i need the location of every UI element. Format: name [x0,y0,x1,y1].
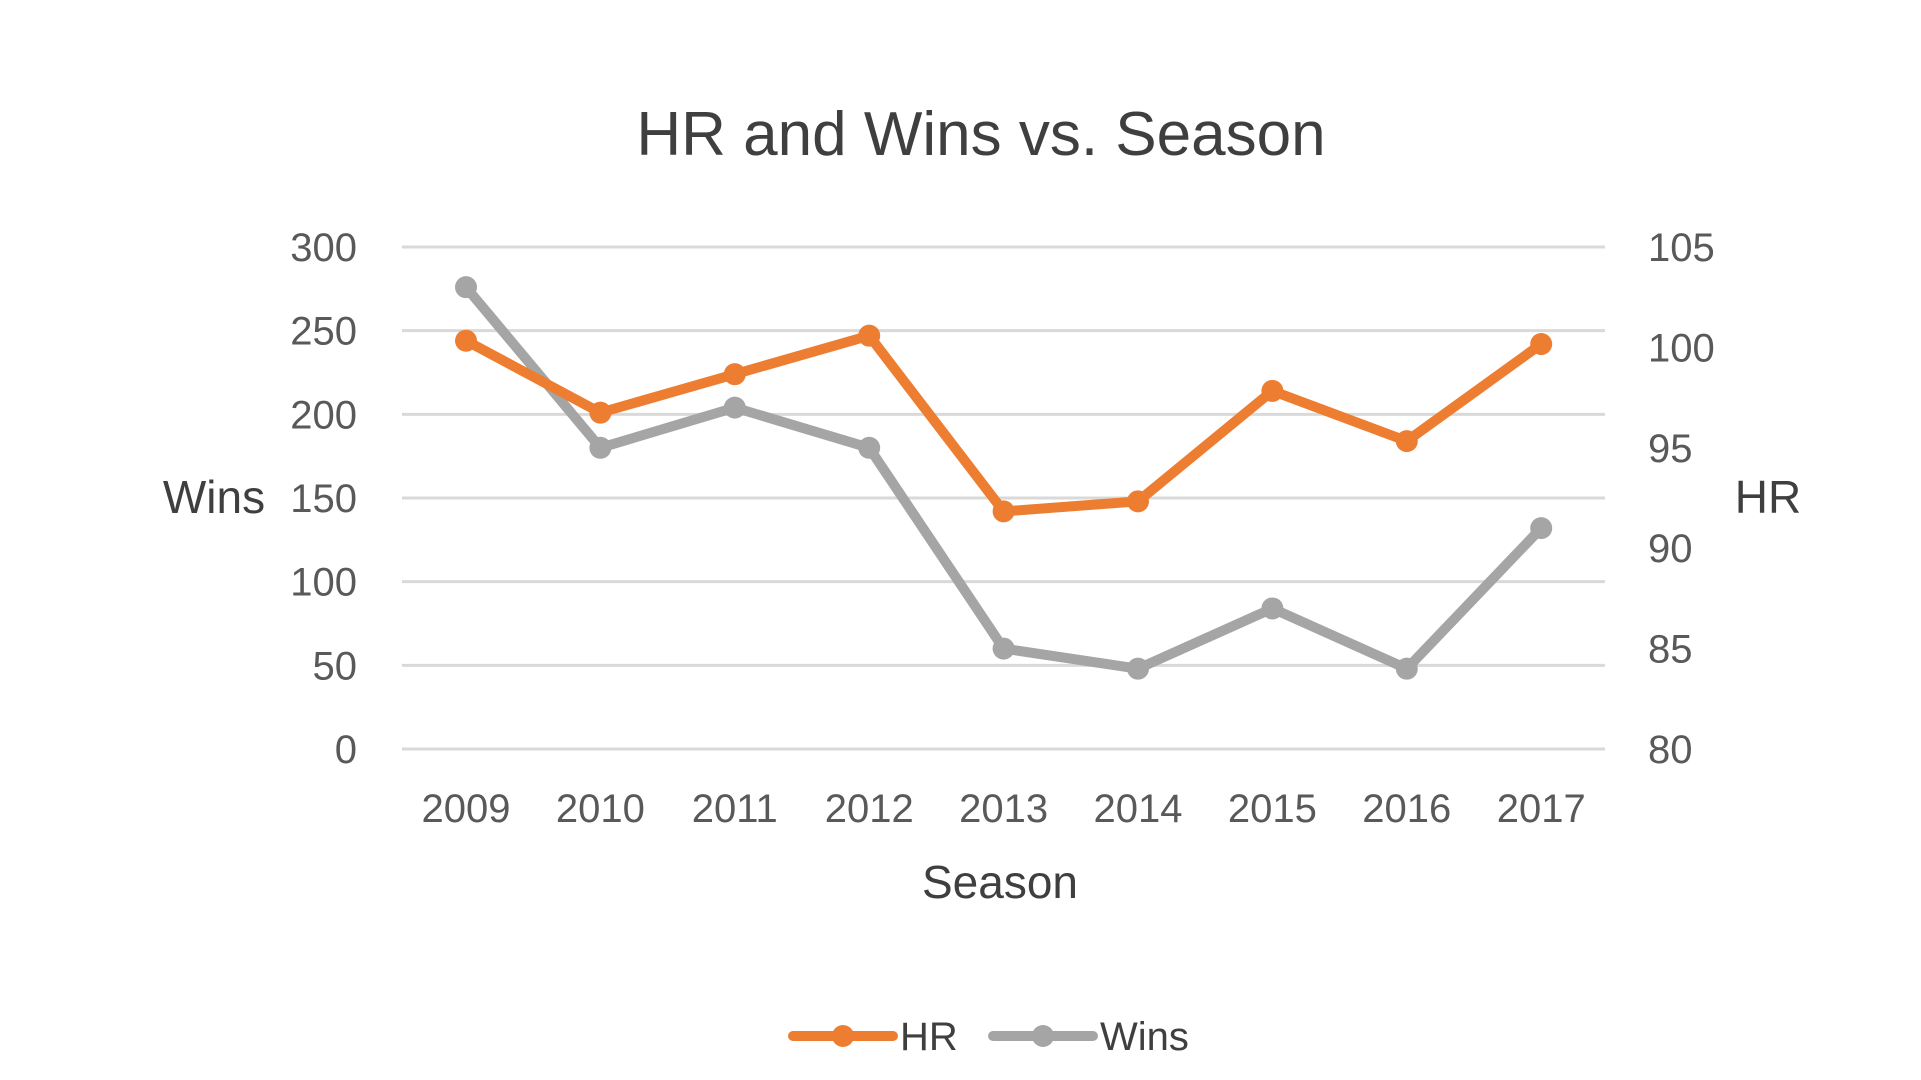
x-tick-label: 2009 [422,787,511,831]
legend-label: Wins [1100,1015,1189,1059]
y-tick-label: 0 [335,728,357,772]
y-tick-label: 50 [313,644,358,688]
data-point [589,436,612,459]
x-tick-label: 2017 [1497,787,1586,831]
y-tick-label: 100 [290,561,357,605]
legend-label: HR [900,1015,958,1059]
gridlines [402,245,1605,751]
left-axis-label: Wins [163,471,265,523]
series-line [461,330,1547,517]
data-point [1261,597,1284,620]
x-tick-label: 2016 [1362,787,1451,831]
x-tick-label: 2012 [825,787,914,831]
legend: HR Wins [788,1015,1189,1059]
x-tick-label: 2011 [692,787,778,831]
data-point [992,500,1015,523]
data-point [1395,430,1418,453]
x-tick-label: 2013 [959,787,1048,831]
right-axis-label: HR [1735,471,1801,523]
x-tick-label: 2015 [1228,787,1317,831]
data-point [858,436,881,459]
y-tick-label: 250 [290,310,357,354]
data-point [455,329,477,352]
series [455,276,1553,680]
data-point [723,363,746,386]
y2-tick-label: 80 [1648,728,1693,772]
data-point [1127,490,1149,513]
y2-tick-label: 90 [1648,527,1693,571]
x-axis-ticks: 2009 2010 2011 2012 2013 2014 2015 2016 2017 [422,787,1586,831]
data-point [992,637,1015,660]
y-tick-label: 300 [290,226,357,270]
series-hr [455,324,1553,523]
chart-title: HR and Wins vs. Season [636,100,1325,169]
data-point [723,396,746,419]
data-point [1530,517,1553,540]
x-axis-label: Season [922,856,1078,908]
data-point [858,324,881,347]
y2-tick-label: 85 [1648,628,1693,672]
data-point [1127,657,1149,680]
data-point [455,276,477,299]
y-tick-label: 150 [290,477,357,521]
legend-swatch-marker [1032,1025,1054,1047]
x-tick-label: 2014 [1094,787,1183,831]
x-tick-label: 2010 [556,787,645,831]
y2-tick-label: 100 [1648,326,1715,370]
series-line [461,282,1547,674]
y2-tick-label: 95 [1648,427,1693,471]
series-wins [455,276,1553,680]
legend-item-hr: HR [788,1015,958,1059]
right-axis-ticks: 80 85 90 95 100 105 [1648,226,1715,772]
legend-item-wins: Wins [988,1015,1189,1059]
data-point [1261,379,1284,402]
left-axis-ticks: 0 50 100 150 200 250 300 [290,226,357,772]
data-point [589,401,612,424]
legend-swatch-marker [832,1025,854,1047]
y-tick-label: 200 [290,393,357,437]
data-point [1530,333,1553,356]
data-point [1395,657,1418,680]
y2-tick-label: 105 [1648,226,1715,270]
